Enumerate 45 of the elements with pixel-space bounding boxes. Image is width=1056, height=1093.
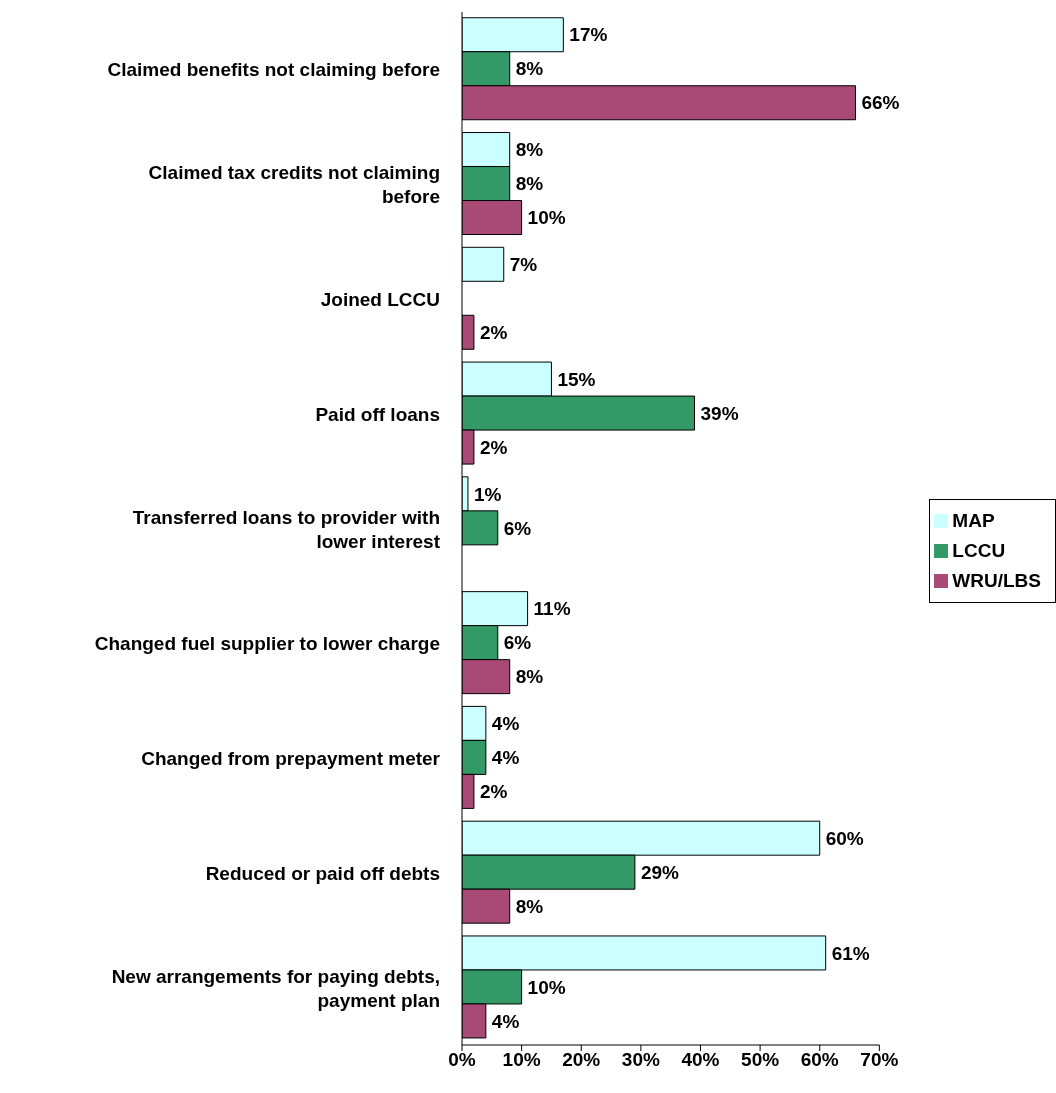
x-tick-label: 50% [741, 1049, 780, 1071]
y-tick-label: Changed from prepayment meter [141, 747, 441, 769]
data-label: 6% [503, 517, 532, 539]
data-label: 8% [515, 173, 544, 195]
data-label: 66% [861, 92, 900, 114]
y-tick-label: Claimed benefits not claiming before [107, 58, 440, 80]
y-tick-label: Changed fuel supplier to lower charge [94, 632, 440, 654]
data-label: 2% [479, 322, 508, 344]
data-label: 4% [491, 1010, 520, 1032]
x-tick-label: 60% [800, 1049, 839, 1071]
legend-label: MAP [952, 509, 995, 531]
y-tick-label: Reduced or paid off debts [205, 862, 440, 884]
x-tick-label: 40% [681, 1049, 720, 1071]
x-tick-label: 30% [621, 1049, 660, 1071]
data-label: 2% [479, 781, 508, 803]
x-tick-label: 0% [448, 1049, 476, 1071]
data-label: 8% [515, 58, 544, 80]
y-tick-label: Transferred loans to provider with lower interest [132, 506, 441, 551]
data-label: 10% [527, 976, 566, 998]
legend-label: WRU/LBS [952, 569, 1041, 591]
x-tick-label: 20% [562, 1049, 601, 1071]
data-label: 10% [527, 207, 566, 229]
data-label: 17% [569, 24, 608, 46]
y-tick-label: Claimed tax credits not claiming before [148, 161, 440, 207]
y-tick-label: New arrangements for paying debts, payment plan [111, 965, 440, 1011]
data-label: 8% [515, 666, 544, 688]
data-label: 4% [491, 713, 520, 735]
data-label: 11% [533, 598, 571, 620]
data-label: 61% [831, 942, 870, 964]
data-label: 6% [503, 632, 532, 654]
data-label: 8% [515, 139, 544, 161]
y-tick-label: Joined LCCU [320, 288, 440, 310]
x-tick-label: 70% [860, 1049, 899, 1071]
data-label: 2% [479, 436, 508, 458]
data-label: 60% [825, 827, 864, 849]
y-tick-label: Paid off loans [315, 403, 440, 425]
data-label: 39% [700, 402, 739, 424]
data-label: 8% [515, 895, 544, 917]
legend-label: LCCU [952, 539, 1006, 561]
data-label: 29% [640, 861, 680, 883]
x-tick-label: 10% [502, 1049, 541, 1071]
data-label: 1% [473, 483, 502, 505]
data-label: 4% [491, 747, 520, 769]
data-label: 7% [509, 254, 538, 276]
data-label: 15% [557, 368, 596, 390]
